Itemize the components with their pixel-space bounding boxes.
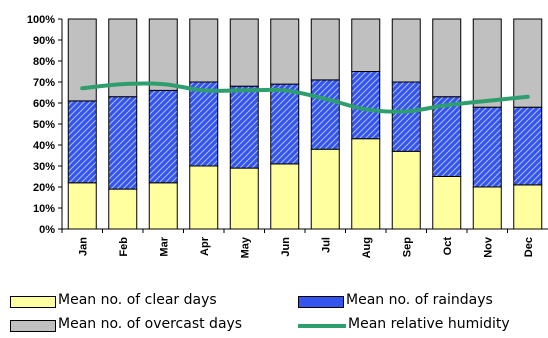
bar-segment-clear-days (351, 138, 381, 230)
bar-segment-raindays (108, 96, 138, 190)
bar-segment-clear-days (148, 182, 178, 230)
y-tick-label: 20% (33, 182, 55, 194)
x-tick-label: Aug (361, 237, 373, 258)
bar-segment-clear-days (189, 165, 219, 230)
legend-swatch-raindays (298, 296, 344, 308)
bar-segment-overcast-days (229, 18, 259, 87)
x-tick-label: Jul (320, 237, 332, 253)
y-tick-label: 30% (33, 161, 55, 173)
bar-segment-clear-days (432, 176, 462, 230)
bar-segment-overcast-days (432, 18, 462, 98)
bar-segment-overcast-days (270, 18, 300, 85)
bar-segment-clear-days (229, 167, 259, 230)
x-tick-label: Dec (523, 237, 535, 257)
humidity-line (80, 81, 530, 114)
y-tick-label: 0% (39, 224, 55, 236)
bar-segment-raindays (270, 83, 300, 165)
x-axis: Jan Feb Mar Apr May Jun Jul Aug Sep Oct Nov Dec (61, 228, 548, 258)
legend-label-clear-days: Mean no. of clear days (58, 292, 217, 308)
bar-segment-raindays (391, 81, 421, 152)
bar-segment-raindays (229, 85, 259, 169)
legend-label-raindays: Mean no. of raindays (346, 292, 493, 308)
bar-segment-clear-days (513, 184, 543, 230)
legend-label-overcast-days: Mean no. of overcast days (58, 316, 243, 332)
bar-segment-raindays (310, 79, 340, 150)
y-tick-label: 40% (33, 140, 55, 152)
bar-segment-raindays (472, 106, 502, 188)
y-tick-label: 80% (33, 56, 55, 68)
bar-segment-overcast-days (391, 18, 421, 83)
x-tick-label: May (239, 236, 251, 258)
bar-segment-raindays (351, 71, 381, 140)
bar-segment-clear-days (67, 182, 97, 230)
bar-segment-overcast-days (148, 18, 178, 91)
bars-group (67, 18, 543, 230)
x-tick-label: Jan (77, 237, 89, 256)
x-tick-label: Jun (280, 237, 292, 257)
bar-segment-overcast-days (310, 18, 340, 81)
y-tick-label: 60% (33, 98, 55, 110)
legend-label-relative-humidity: Mean relative humidity (348, 316, 510, 332)
y-tick-label: 10% (33, 203, 55, 215)
y-tick-label: 70% (33, 77, 55, 89)
bar-segment-clear-days (310, 148, 340, 230)
bar-segment-clear-days (108, 188, 138, 230)
y-tick-label: 90% (33, 35, 55, 47)
x-tick-label: Apr (199, 236, 211, 256)
legend-swatch-overcast-days (10, 320, 56, 332)
x-tick-label: Mar (158, 236, 170, 256)
bar-segment-clear-days (472, 186, 502, 230)
x-tick-label: Nov (482, 236, 494, 258)
bar-segment-clear-days (391, 150, 421, 230)
bar-segment-overcast-days (189, 18, 219, 83)
x-tick-label: Oct (442, 237, 454, 256)
humidity-line-group (80, 81, 530, 114)
bar-segment-raindays (513, 106, 543, 186)
bar-segment-overcast-days (351, 18, 381, 72)
y-axis: 0% 10% 20% 30% 40% 50% 60% 70% 80% 90% 100% (27, 14, 63, 236)
bar-segment-clear-days (270, 163, 300, 230)
x-tick-label: Feb (118, 237, 130, 257)
bar-segment-raindays (67, 100, 97, 184)
x-tick-label: Sep (401, 237, 413, 257)
bar-segment-raindays (148, 89, 178, 184)
y-tick-label: 50% (33, 119, 55, 131)
y-tick-label: 100% (27, 14, 55, 26)
bar-segment-overcast-days (513, 18, 543, 108)
legend-swatch-relative-humidity (298, 324, 346, 328)
bar-segment-overcast-days (472, 18, 502, 108)
bar-segment-raindays (189, 81, 219, 167)
legend-swatch-clear-days (10, 296, 56, 308)
